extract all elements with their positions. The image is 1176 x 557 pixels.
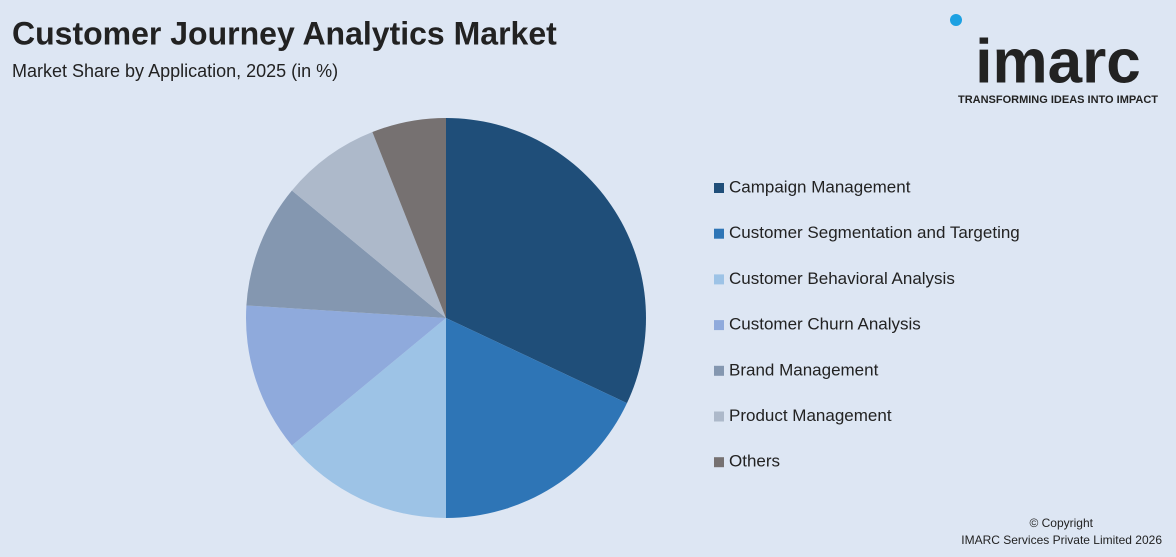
pie-slice [246, 190, 446, 318]
logo-tagline: TRANSFORMING IDEAS INTO IMPACT [958, 94, 1158, 106]
legend-label: Customer Segmentation and Targeting [729, 223, 1020, 242]
legend-label: Product Management [729, 406, 892, 425]
pie-slice [446, 118, 646, 404]
legend-swatch [714, 365, 724, 376]
logo: imarc [975, 27, 1140, 96]
copyright: IMARC Services Private Limited 2026 [961, 533, 1162, 547]
legend-swatch [714, 228, 724, 239]
pie-slice [245, 305, 446, 446]
logo-dot [950, 14, 962, 26]
legend-label: Others [729, 452, 780, 471]
legend-swatch [714, 183, 724, 193]
copyright: © Copyright [1029, 516, 1093, 530]
pie-slice [372, 118, 446, 318]
legend-swatch [714, 411, 724, 422]
legend-label: Customer Churn Analysis [729, 315, 921, 334]
chart-title: Customer Journey Analytics Market [12, 15, 557, 51]
legend-label: Customer Behavioral Analysis [729, 269, 955, 288]
pie-slice [291, 318, 446, 518]
legend-label: Campaign Management [729, 177, 911, 196]
pie-slice [446, 318, 627, 518]
legend-swatch [714, 320, 724, 331]
pie-slice [291, 132, 446, 318]
chart-subtitle: Market Share by Application, 2025 (in %) [12, 61, 338, 81]
legend-label: Brand Management [729, 360, 879, 379]
legend-swatch [714, 274, 724, 285]
legend-swatch [714, 457, 724, 468]
